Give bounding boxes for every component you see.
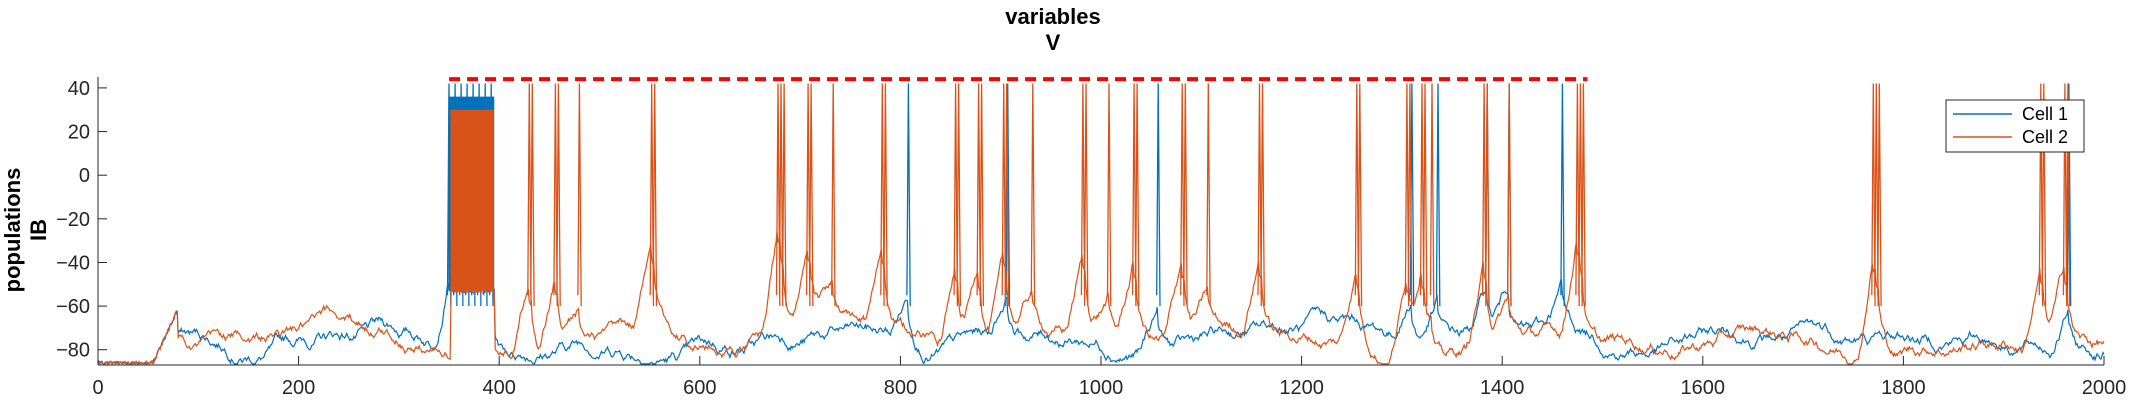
spike-mark: [2062, 83, 2068, 307]
x-tick-label: 200: [282, 377, 315, 399]
spike-mark: [556, 83, 561, 307]
legend-entry-cell-1: Cell 1: [2022, 104, 2068, 124]
spike-mark: [775, 83, 781, 307]
x-tick-label: 1400: [1480, 377, 1525, 399]
spike-mark: [1481, 83, 1487, 307]
spike-mark: [1004, 83, 1010, 307]
title-line-variables: variables: [1005, 4, 1100, 29]
spike-mark: [1485, 83, 1490, 307]
spike-mark: [527, 83, 532, 307]
spike-mark: [1404, 83, 1410, 307]
y-tick-label: 20: [68, 122, 90, 144]
spike-mark: [1422, 83, 1428, 307]
spike-mark: [1260, 83, 1265, 307]
ylabel-line-populations: populations: [0, 168, 25, 293]
spike-mark: [1357, 83, 1363, 307]
spike-mark: [1106, 83, 1112, 307]
x-tick-label: 2000: [2082, 377, 2127, 399]
spike-mark: [880, 83, 885, 307]
axes: 0 200 400 600 800 1000 1200 1400 1600 1800 2000−80…: [56, 77, 2126, 399]
spike-mark: [2065, 83, 2071, 307]
series-trace: [97, 278, 2105, 366]
spike-mark: [1578, 83, 1583, 307]
series-cell-1: [97, 83, 2105, 366]
legend: Cell 1 Cell 2: [1945, 99, 2085, 153]
spike-mark: [883, 83, 888, 307]
y-tick-label: −40: [56, 252, 90, 274]
y-tick-label: 0: [79, 165, 90, 187]
spike-mark: [1435, 83, 1441, 307]
y-tick-label: −80: [56, 340, 90, 362]
spike-mark: [808, 83, 814, 307]
spike-mark: [1206, 83, 1211, 307]
spike-mark: [2066, 83, 2072, 307]
series-cell-2: [97, 83, 2105, 366]
spike-mark: [1581, 83, 1586, 307]
spike-mark: [979, 83, 985, 307]
series-trace: [97, 232, 2105, 366]
spike-mark: [446, 83, 452, 307]
spike-mark: [1030, 83, 1036, 307]
y-axis-label: populations IB: [0, 168, 51, 293]
y-tick-label: −60: [56, 296, 90, 318]
spike-mark: [1183, 83, 1188, 307]
spike-mark: [1083, 83, 1089, 307]
burst-spikes: [450, 109, 494, 291]
spike-mark: [1005, 83, 1011, 307]
x-tick-label: 1000: [1079, 377, 1124, 399]
spike-mark: [953, 83, 959, 307]
chart-title: variables V: [1005, 4, 1100, 55]
spike-mark: [2038, 83, 2044, 307]
spike-mark: [805, 83, 811, 307]
spike-mark: [1575, 83, 1580, 307]
spike-mark: [1156, 83, 1161, 307]
x-tick-label: 0: [92, 377, 103, 399]
legend-entry-cell-2: Cell 2: [2022, 127, 2068, 147]
plot-area: [97, 77, 2105, 366]
ylabel-line-ib: IB: [26, 219, 51, 241]
spike-mark: [652, 83, 658, 307]
spike-mark: [1560, 83, 1565, 307]
spike-mark: [1871, 83, 1876, 307]
spike-mark: [1257, 83, 1262, 307]
spike-mark: [530, 83, 535, 307]
spike-mark: [1407, 83, 1413, 307]
x-tick-label: 1800: [1881, 377, 1926, 399]
spike-mark: [1080, 83, 1086, 307]
spike-mark: [1131, 83, 1137, 307]
spike-mark: [831, 83, 836, 307]
x-tick-label: 1200: [1279, 377, 1324, 399]
spike-mark: [976, 83, 982, 307]
spike-mark: [1507, 83, 1512, 307]
spike-mark: [781, 83, 787, 307]
spike-mark: [778, 83, 784, 307]
spike-mark: [906, 83, 911, 307]
spike-mark: [649, 83, 655, 307]
y-tick-label: −20: [56, 209, 90, 231]
spike-mark: [1877, 83, 1882, 307]
x-tick-label: 1600: [1681, 377, 1726, 399]
y-tick-label: 40: [68, 78, 90, 100]
x-tick-label: 600: [683, 377, 716, 399]
legend-box: [1945, 99, 2085, 153]
spike-mark: [1134, 83, 1140, 307]
x-tick-label: 400: [483, 377, 516, 399]
spike-mark: [956, 83, 962, 307]
title-line-v: V: [1046, 30, 1061, 55]
series-layer: [97, 83, 2105, 366]
spike-mark: [1429, 83, 1435, 307]
spike-mark: [1001, 83, 1007, 307]
spike-mark: [1874, 83, 1879, 307]
spike-mark: [577, 83, 582, 307]
x-tick-label: 800: [884, 377, 917, 399]
spike-mark: [2041, 83, 2047, 307]
spike-mark: [1180, 83, 1185, 307]
spike-mark: [1354, 83, 1360, 307]
spike-mark: [1419, 83, 1425, 307]
spike-mark: [553, 83, 558, 307]
